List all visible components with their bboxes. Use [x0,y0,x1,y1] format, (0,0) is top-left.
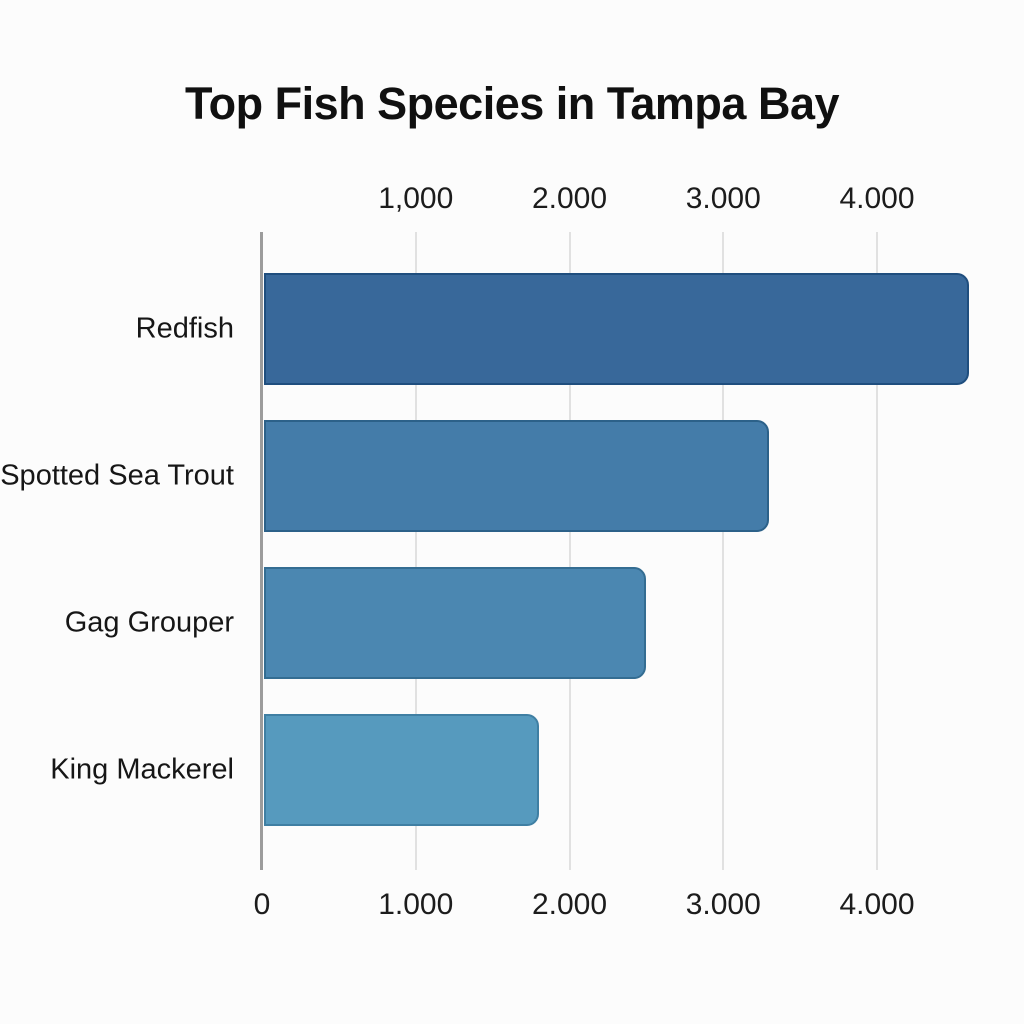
bar-king-mackerel [264,714,539,826]
plot-area [260,232,1000,870]
gridline-3000 [722,232,725,870]
bottom-axis-tick-2000: 2.000 [531,888,608,921]
category-label-spotted-sea-trout: Spotted Sea Trout [0,459,234,492]
bottom-axis-tick-0: 0 [253,888,271,921]
y-axis-line [260,232,263,870]
bar-spotted-sea-trout [264,420,770,532]
gridline-1000 [414,232,417,870]
bottom-axis-tick-3000: 3.000 [685,888,761,921]
top-axis-tick-1000: 1,000 [378,182,454,215]
bar-redfish [264,273,970,385]
category-label-king-mackerel: King Mackerel [50,753,234,786]
bottom-axis-tick-1000: 1.000 [378,888,454,921]
chart-title: Top Fish Species in Tampa Bay [185,78,840,129]
category-label-gag-grouper: Gag Grouper [64,606,234,639]
top-axis-tick-3000: 3.000 [685,182,761,215]
bar-gag-grouper [264,567,647,679]
category-label-redfish: Redfish [135,312,234,345]
gridline-2000 [568,232,571,870]
bottom-axis-tick-4000: 4.000 [839,888,915,921]
gridline-4000 [876,232,878,870]
category-labels: Redfish Spotted Sea Trout Gag Grouper King … [0,232,248,870]
top-axis-tick-4000: 4.000 [839,182,915,215]
top-axis-tick-2000: 2.000 [531,182,608,215]
